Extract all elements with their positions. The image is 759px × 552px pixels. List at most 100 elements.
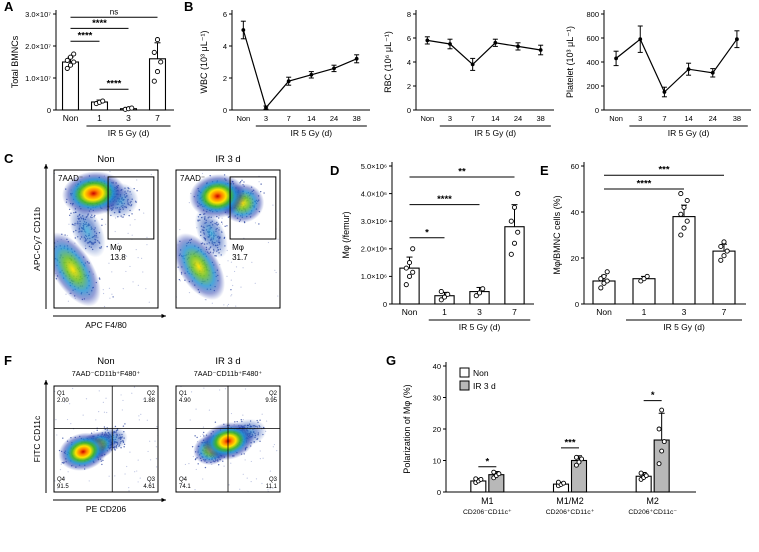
svg-text:M2: M2 (646, 496, 659, 506)
svg-text:IR 3 d: IR 3 d (473, 381, 496, 391)
svg-text:40: 40 (433, 362, 441, 371)
svg-text:IR 3 d: IR 3 d (215, 154, 240, 165)
polarization-grouped-bar-chart: 0 10 20 30 40 Polarization of Mφ (%) M1 CD206⁻C… (402, 362, 696, 516)
svg-text:38: 38 (536, 114, 544, 123)
svg-text:Non: Non (236, 114, 250, 123)
svg-text:0: 0 (407, 106, 411, 115)
svg-text:7AAD⁻CD11b⁺F480⁺: 7AAD⁻CD11b⁺F480⁺ (72, 369, 141, 378)
svg-text:2.0×10⁶: 2.0×10⁶ (361, 245, 387, 254)
platelet-line-chart: 0 200 400 600 800 Platelet (10³ μL⁻¹) Non 3 7 14 2… (565, 10, 751, 138)
svg-text:IR 3 d: IR 3 d (215, 356, 240, 367)
svg-text:Polarization of Mφ (%): Polarization of Mφ (%) (402, 384, 412, 473)
panel-c-label: C (4, 151, 14, 166)
svg-text:****: **** (78, 31, 93, 42)
svg-text:****: **** (92, 18, 107, 29)
svg-text:Q1: Q1 (179, 391, 188, 397)
svg-text:0: 0 (437, 488, 441, 497)
svg-text:Q2: Q2 (147, 391, 156, 397)
svg-text:3.0×10⁷: 3.0×10⁷ (25, 10, 51, 19)
svg-text:7: 7 (471, 114, 475, 123)
svg-text:0: 0 (383, 300, 387, 309)
svg-text:Q3: Q3 (269, 477, 278, 483)
svg-text:24: 24 (709, 114, 717, 123)
svg-text:2: 2 (223, 74, 227, 83)
svg-text:7AAD⁻: 7AAD⁻ (180, 174, 205, 183)
svg-text:2.0×10⁷: 2.0×10⁷ (25, 42, 51, 51)
svg-text:*: * (425, 227, 429, 238)
svg-text:Q4: Q4 (57, 477, 66, 483)
svg-text:Q1: Q1 (57, 391, 66, 397)
macrophage-per-femur-bar-chart: 0 1.0×10⁶ 2.0×10⁶ 3.0×10⁶ 4.0×10⁶ 5.0×10⁶ Mφ (… (341, 162, 534, 332)
svg-text:IR 5 Gy (d): IR 5 Gy (d) (668, 128, 710, 138)
svg-text:60: 60 (571, 162, 579, 171)
svg-text:7: 7 (662, 114, 666, 123)
svg-text:M1: M1 (481, 496, 494, 506)
svg-text:Non: Non (596, 307, 612, 317)
svg-text:91.5: 91.5 (57, 484, 69, 490)
panel-d-label: D (330, 163, 340, 178)
svg-text:74.1: 74.1 (179, 484, 191, 490)
total-bmncs-bar-chart: 0 1.0×10⁷ 2.0×10⁷ 3.0×10⁷ Total BMNCs Non 1 3 7I… (10, 8, 174, 138)
svg-text:4.0×10⁶: 4.0×10⁶ (361, 189, 387, 198)
svg-text:IR 5 Gy (d): IR 5 Gy (d) (663, 322, 705, 332)
svg-text:40: 40 (571, 208, 579, 217)
svg-text:APC-Cy7 CD11b: APC-Cy7 CD11b (32, 207, 42, 271)
quadrant-plot-non: Non 7AAD⁻CD11b⁺F480⁺ Q12.00 Q21.88 Q34.61 Q49… (32, 356, 166, 514)
svg-text:Non: Non (609, 114, 623, 123)
svg-text:3: 3 (448, 114, 452, 123)
svg-text:8: 8 (407, 10, 411, 19)
svg-text:0: 0 (47, 106, 51, 115)
svg-text:Mφ: Mφ (232, 243, 244, 252)
svg-text:**: ** (458, 167, 466, 178)
panel-e-label: E (540, 163, 549, 178)
svg-text:4.90: 4.90 (179, 398, 191, 404)
svg-text:****: **** (107, 79, 122, 90)
svg-text:31.7: 31.7 (232, 253, 248, 262)
svg-text:7: 7 (155, 113, 160, 123)
svg-text:4: 4 (223, 42, 227, 51)
svg-text:2: 2 (407, 82, 411, 91)
svg-text:CD206⁺CD11c⁺: CD206⁺CD11c⁺ (546, 509, 595, 516)
svg-text:400: 400 (586, 58, 599, 67)
svg-text:7AAD⁻CD11b⁺F480⁺: 7AAD⁻CD11b⁺F480⁺ (194, 369, 263, 378)
svg-text:14: 14 (684, 114, 692, 123)
svg-text:3: 3 (126, 113, 131, 123)
svg-text:Non: Non (63, 113, 79, 123)
svg-text:6: 6 (223, 10, 227, 19)
svg-text:3: 3 (682, 307, 687, 317)
svg-text:*: * (651, 390, 655, 401)
panel-b-label: B (184, 0, 194, 14)
svg-text:20: 20 (571, 254, 579, 263)
panel-g-label: G (386, 353, 397, 368)
svg-text:Non: Non (420, 114, 434, 123)
svg-text:14: 14 (307, 114, 315, 123)
svg-text:IR 5 Gy (d): IR 5 Gy (d) (475, 128, 517, 138)
svg-text:9.95: 9.95 (265, 398, 277, 404)
svg-text:M1/M2: M1/M2 (556, 496, 584, 506)
svg-text:5.0×10⁶: 5.0×10⁶ (361, 162, 387, 171)
macrophage-bmnc-percent-bar-chart: 0 20 40 60 Mφ/BMNC cells (%) Non 1 3 7 IR 5 Gy (d… (552, 162, 746, 332)
svg-text:1: 1 (642, 307, 647, 317)
svg-text:1: 1 (97, 113, 102, 123)
svg-text:38: 38 (733, 114, 741, 123)
svg-text:FITC CD11c: FITC CD11c (32, 415, 42, 462)
svg-text:2.00: 2.00 (57, 398, 69, 404)
svg-text:IR 5 Gy (d): IR 5 Gy (d) (459, 322, 501, 332)
svg-text:7: 7 (287, 114, 291, 123)
svg-text:1: 1 (442, 307, 447, 317)
svg-text:Platelet (10³ μL⁻¹): Platelet (10³ μL⁻¹) (565, 26, 575, 98)
svg-text:APC F4/80: APC F4/80 (85, 320, 127, 330)
svg-text:RBC (10⁶ μL⁻¹): RBC (10⁶ μL⁻¹) (383, 31, 393, 93)
panel-a-label: A (4, 0, 14, 14)
svg-text:Non: Non (473, 368, 489, 378)
svg-text:****: **** (437, 194, 452, 205)
svg-text:7: 7 (722, 307, 727, 317)
svg-text:IR 5 Gy (d): IR 5 Gy (d) (291, 128, 333, 138)
svg-text:0: 0 (575, 300, 579, 309)
svg-text:Q3: Q3 (147, 477, 156, 483)
svg-text:800: 800 (586, 10, 599, 19)
svg-text:CD206⁺CD11c⁻: CD206⁺CD11c⁻ (628, 509, 677, 516)
